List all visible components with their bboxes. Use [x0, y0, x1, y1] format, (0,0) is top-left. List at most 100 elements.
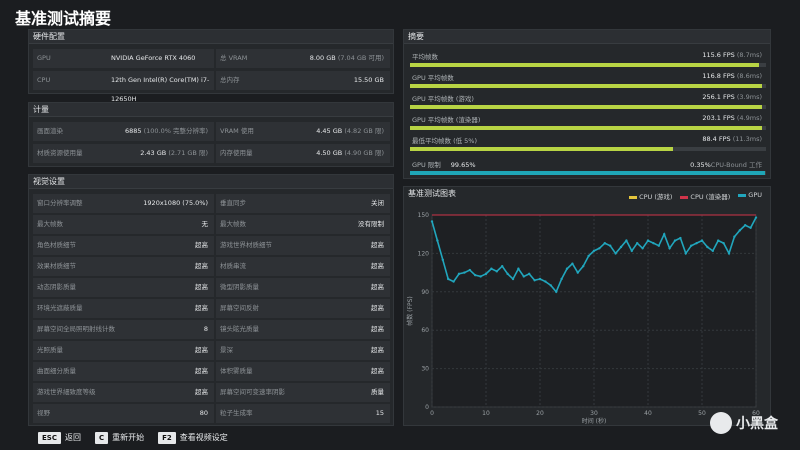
footer-hints: ESC 返回 C 重新开始 F2 查看视频设定 [38, 432, 236, 444]
hardware-label: 总内存 [220, 76, 240, 84]
gpu-point [436, 239, 439, 242]
x-tick-label: 60 [752, 410, 760, 417]
gpu-limit-track [410, 171, 766, 175]
gpu-point [646, 239, 650, 242]
setting-label: 窗口分辨率调整 [37, 199, 83, 207]
hardware-panel-title: 硬件配置 [29, 30, 393, 44]
gpu-point [754, 216, 758, 219]
setting-label: 粒子生成率 [220, 409, 253, 417]
summary-item: 最低平均帧数 (低 5%) 88.4 FPS (11.3ms) [410, 134, 766, 153]
summary-bar-fill [410, 63, 759, 67]
summary-value: 116.8 FPS (8.6ms) [702, 72, 762, 80]
visual-setting-row: 景深 超高 [216, 341, 390, 360]
legend-item-gpu: GPU [738, 191, 762, 201]
gpu-point [706, 245, 709, 249]
gpu-point [738, 229, 741, 232]
gpu-point [544, 280, 547, 283]
visual-setting-row: 游戏世界材质细节 超高 [216, 236, 390, 255]
setting-value: 质量 [371, 388, 384, 396]
setting-label: 垂直同步 [220, 199, 246, 207]
chart-legend: CPU (游戏) CPU (渲染器) GPU [629, 191, 762, 201]
summary-bar-track [410, 147, 766, 151]
visual-setting-row: 材质串流 超高 [216, 257, 390, 276]
watermark-logo-icon [710, 412, 732, 434]
gpu-point [479, 275, 482, 278]
summary-bar-track [410, 105, 766, 109]
gpu-point [652, 241, 655, 245]
summary-item: 平均帧数 115.6 FPS (8.7ms) [410, 50, 766, 69]
metrics-label: 画面渲染 [37, 127, 63, 135]
y-tick-label: 60 [421, 327, 429, 334]
summary-panel: 摘要 平均帧数 115.6 FPS (8.7ms) GPU 平均帧数 116.8 FP… [403, 29, 771, 179]
setting-label: 曲面细分质量 [37, 367, 76, 375]
gpu-point [609, 244, 612, 247]
summary-item: GPU 平均帧数 116.8 FPS (8.6ms) [410, 71, 766, 90]
summary-label: GPU 平均帧数 (游戏) [412, 95, 474, 103]
visual-setting-row: 最大帧数 无 [33, 215, 214, 234]
view-video-settings-button[interactable]: F2 查看视频设定 [158, 432, 228, 444]
metrics-value: 4.45 GB (4.82 GB 限) [316, 127, 384, 135]
gpu-point [571, 262, 574, 265]
hardware-row-gpu: GPU NVIDIA GeForce RTX 4060 Laptop GPU [33, 49, 214, 81]
gpu-point [555, 290, 558, 293]
visual-setting-row: 垂直同步 关闭 [216, 194, 390, 213]
setting-value: 没有限制 [358, 220, 384, 228]
summary-bar-track [410, 126, 766, 130]
metrics-value: 6885 (100.0% 完整分辨率) [124, 127, 208, 135]
hardware-value: 12th Gen Intel(R) Core(TM) i7-12650H [111, 76, 210, 103]
hardware-label: GPU [37, 54, 51, 62]
gpu-point [684, 252, 687, 255]
setting-value: 1920x1080 (75.0%) [143, 199, 208, 207]
setting-value: 超高 [371, 304, 384, 312]
x-tick-label: 10 [482, 410, 490, 417]
visual-setting-row: 微型阴影质量 超高 [216, 278, 390, 297]
summary-panel-title: 摘要 [404, 30, 770, 44]
visual-setting-row: 视野 80 [33, 404, 214, 423]
gpu-point [592, 249, 596, 253]
y-tick-label: 0 [425, 404, 429, 411]
setting-value: 超高 [371, 325, 384, 333]
summary-label: GPU 平均帧数 (渲染器) [412, 116, 481, 124]
gpu-point [474, 273, 477, 277]
visual-setting-row: 体积雾质量 超高 [216, 362, 390, 381]
metrics-value: 2.43 GB (2.71 GB 限) [140, 149, 208, 157]
visual-setting-row: 屏幕空间可变速率阴影 质量 [216, 383, 390, 402]
gpu-point [452, 280, 455, 283]
legend-item-cpu-game: CPU (游戏) [629, 191, 672, 201]
setting-label: 最大帧数 [220, 220, 246, 228]
watermark: 小黑盒 [710, 412, 778, 434]
metrics-label: 材质资源使用量 [37, 149, 83, 157]
hardware-value: 8.00 GB (7.04 GB 可用) [309, 54, 384, 62]
benchmark-chart: 0 30 60 90 120 150 0 10 20 30 40 50 60 时间 (秒) 帧数 (FPS) [406, 212, 760, 425]
setting-label: 环境光遮蔽质量 [37, 304, 83, 312]
gpu-point [528, 272, 531, 276]
summary-value: 88.4 FPS (11.3ms) [702, 135, 762, 143]
visual-settings-panel: 视觉设置 窗口分辨率调整 1920x1080 (75.0%) 垂直同步 关闭 最大帧数 无… [28, 174, 394, 426]
setting-label: 屏幕空间可变速率阴影 [220, 388, 285, 396]
summary-bar-fill [410, 105, 763, 109]
gpu-point [560, 277, 563, 281]
setting-value: 8 [203, 325, 208, 333]
visual-setting-row: 动态阴影质量 超高 [33, 278, 214, 297]
visual-setting-row: 屏幕空间反射 超高 [216, 299, 390, 318]
chart-panel-title: 基准测试图表 [408, 189, 456, 198]
setting-value: 超高 [195, 388, 208, 396]
setting-label: 角色材质细节 [37, 241, 76, 249]
gpu-point [441, 258, 444, 261]
setting-value: 超高 [195, 262, 208, 270]
setting-value: 超高 [195, 367, 208, 375]
x-tick-label: 50 [698, 410, 706, 417]
esc-back-button[interactable]: ESC 返回 [38, 432, 81, 444]
setting-value: 超高 [371, 283, 384, 291]
setting-label: 效果材质细节 [37, 262, 76, 270]
restart-button[interactable]: C 重新开始 [94, 432, 144, 444]
gpu-point [614, 252, 617, 255]
gpu-point [501, 265, 504, 268]
summary-bar-track [410, 84, 766, 88]
setting-value: 超高 [195, 346, 208, 354]
setting-value: 超高 [371, 367, 384, 375]
legend-item-cpu-render: CPU (渲染器) [680, 191, 730, 201]
page-title: 基准测试摘要 [15, 9, 112, 28]
summary-bar-fill [410, 84, 763, 88]
setting-label: 游戏世界材质细节 [220, 241, 272, 249]
